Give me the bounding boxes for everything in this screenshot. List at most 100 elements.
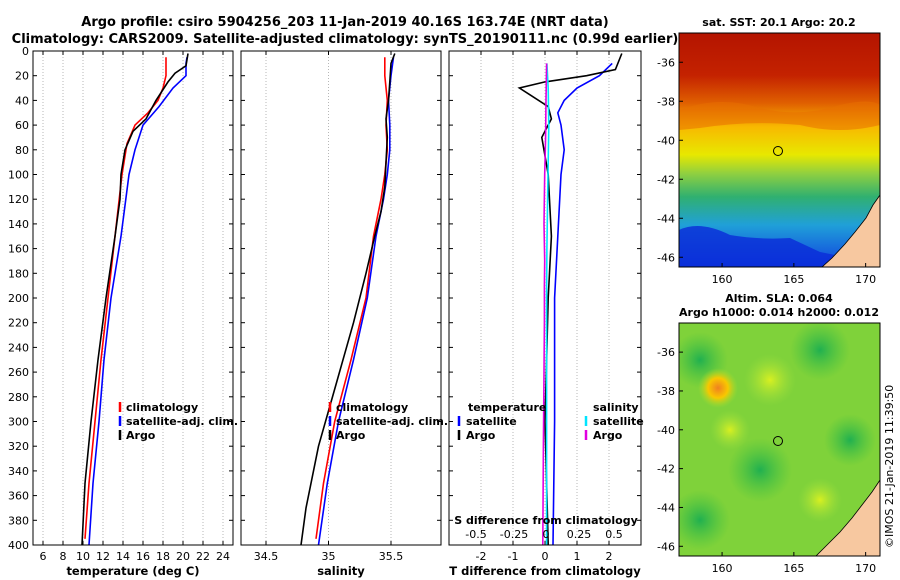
s-tick-label: -0.5 xyxy=(465,528,486,541)
y-tick-label: 300 xyxy=(8,416,29,429)
series-line-s-argo xyxy=(542,63,548,546)
legend-label: Argo xyxy=(593,429,623,442)
map-x-tick-label: 170 xyxy=(855,273,876,286)
sst-map-title: sat. SST: 20.1 Argo: 20.2 xyxy=(702,16,855,29)
plot-frame xyxy=(240,50,442,546)
x-axis-label: temperature (deg C) xyxy=(66,564,199,578)
sla-map-title: Altim. SLA: 0.064 xyxy=(725,292,833,305)
map-y-tick-label: -40 xyxy=(657,424,675,437)
sla-green-blob xyxy=(824,414,876,466)
s-axis-label: S difference from climatology xyxy=(454,514,638,527)
s-tick-label: -0.25 xyxy=(500,528,528,541)
x-tick-label: 2 xyxy=(606,550,613,563)
x-tick-label: 6 xyxy=(40,550,47,563)
y-tick-label: 320 xyxy=(8,440,29,453)
sla-yellow-blob xyxy=(798,478,842,522)
map-y-tick-label: -46 xyxy=(657,540,675,553)
legend-label: Argo xyxy=(466,429,496,442)
temperature-panel: 6 8 10 12 14 16 18 20 22 240204060801001201401601… xyxy=(8,45,238,578)
series-line-t-argo xyxy=(517,53,623,546)
sla-yellow-blob xyxy=(744,354,796,406)
sla-green-blob xyxy=(790,323,850,380)
sla-hot-blob xyxy=(698,368,738,408)
plot-frame xyxy=(32,50,234,546)
map-y-tick-label: -42 xyxy=(657,463,675,476)
salinity-panel: 34.5 35 35.5 salinity climatologysatellite-a… xyxy=(240,50,448,578)
x-tick-label: -1 xyxy=(508,550,519,563)
map-y-tick-label: -38 xyxy=(657,95,675,108)
series-line-argo xyxy=(300,53,396,546)
y-tick-label: 20 xyxy=(15,70,29,83)
map-y-tick-label: -44 xyxy=(657,501,675,514)
x-tick-label: 20 xyxy=(176,550,190,563)
x-tick-label: 8 xyxy=(60,550,67,563)
figure-title-line2: Climatology: CARS2009. Satellite-adjuste… xyxy=(12,32,679,47)
legend-title-temperature: temperature xyxy=(468,401,546,414)
y-tick-label: 240 xyxy=(8,341,29,354)
figure-title-line1: Argo profile: csiro 5904256_203 11-Jan-2… xyxy=(81,15,608,30)
map-x-tick-label: 160 xyxy=(712,273,733,286)
nz-land xyxy=(821,194,880,267)
legend-label: Argo xyxy=(336,429,366,442)
sla-argo-marker xyxy=(773,436,783,446)
y-tick-label: 400 xyxy=(8,539,29,552)
y-tick-label: 120 xyxy=(8,193,29,206)
map-x-tick-label: 160 xyxy=(712,562,733,575)
series-line-climatology xyxy=(84,57,167,539)
y-tick-label: 360 xyxy=(8,490,29,503)
x-tick-label: 22 xyxy=(196,550,210,563)
x-axis-label: salinity xyxy=(317,564,365,578)
difference-panel: -2 -1 0 1 2T difference from climatology temp… xyxy=(448,50,644,578)
x-tick-label: 10 xyxy=(76,550,90,563)
x-tick-label: 0 xyxy=(542,550,549,563)
x-tick-label: 16 xyxy=(136,550,150,563)
y-tick-label: 60 xyxy=(15,119,29,132)
s-tick-label: 0.25 xyxy=(567,528,592,541)
legend-title-salinity: salinity xyxy=(593,401,639,414)
x-tick-label: 24 xyxy=(216,550,230,563)
series-line-climatology xyxy=(315,57,389,539)
map-y-tick-label: -38 xyxy=(657,385,675,398)
y-tick-label: 200 xyxy=(8,292,29,305)
plot-frame xyxy=(448,50,642,546)
s-tick-label: 0 xyxy=(543,528,550,541)
map-x-tick-label: 165 xyxy=(783,273,804,286)
x-tick-label: 35 xyxy=(322,550,336,563)
nz-land xyxy=(815,479,880,556)
sst-blue-patch xyxy=(679,226,880,267)
series-line-satellite-adj-clim- xyxy=(88,57,188,546)
legend-label: climatology xyxy=(336,401,408,414)
x-tick-label: 1 xyxy=(574,550,581,563)
y-tick-label: 80 xyxy=(15,144,29,157)
y-tick-label: 220 xyxy=(8,317,29,330)
map-y-tick-label: -44 xyxy=(657,212,675,225)
map-y-tick-label: -40 xyxy=(657,134,675,147)
x-tick-label: 18 xyxy=(156,550,170,563)
credit-text: ©IMOS 21-Jan-2019 11:39:50 xyxy=(883,385,896,548)
x-tick-label: 35.5 xyxy=(379,550,404,563)
y-tick-label: 260 xyxy=(8,366,29,379)
sla-green-blob xyxy=(728,438,792,502)
legend-label: satellite xyxy=(466,415,517,428)
x-axis-label: T difference from climatology xyxy=(449,564,641,578)
sla-map-frame xyxy=(678,322,881,557)
legend-label: satellite-adj. clim. xyxy=(126,415,238,428)
y-tick-label: 100 xyxy=(8,169,29,182)
series-line-satellite-adj-clim- xyxy=(317,57,395,546)
sst-map-frame xyxy=(678,32,881,268)
sst-orange-band xyxy=(679,101,880,130)
series-line-argo xyxy=(81,53,189,546)
map-y-tick-label: -42 xyxy=(657,173,675,186)
y-tick-label: 340 xyxy=(8,465,29,478)
sla-green-blob xyxy=(679,490,730,550)
series-line-s-satellite xyxy=(545,63,550,545)
sla-yellow-blob xyxy=(710,410,750,450)
map-y-tick-label: -36 xyxy=(657,346,675,359)
sla-map-panel: Altim. SLA: 0.064 Argo h1000: 0.014 h200… xyxy=(657,292,881,575)
x-tick-label: 12 xyxy=(96,550,110,563)
map-x-tick-label: 170 xyxy=(855,562,876,575)
y-tick-label: 380 xyxy=(8,514,29,527)
map-x-tick-label: 165 xyxy=(783,562,804,575)
map-y-tick-label: -46 xyxy=(657,251,675,264)
